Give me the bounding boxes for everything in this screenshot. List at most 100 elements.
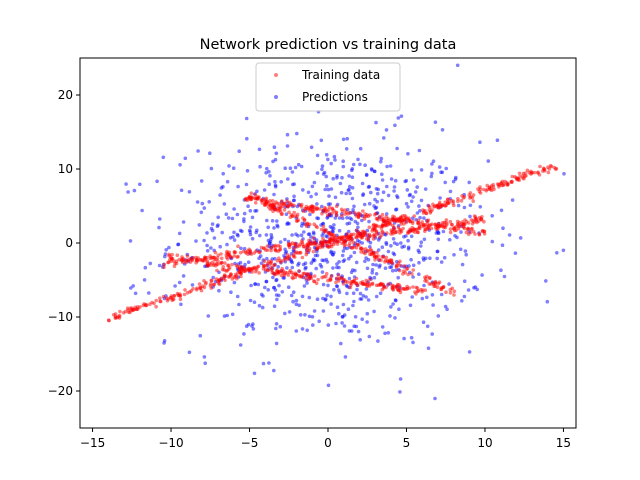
prediction-point [320,258,325,263]
training-point [269,248,273,253]
prediction-point [365,311,370,316]
training-point [448,230,453,235]
training-point [364,237,369,241]
prediction-point [312,258,317,263]
training-point [293,243,297,248]
training-point [468,191,473,195]
prediction-point [244,182,249,187]
training-point [334,204,339,208]
prediction-point [202,238,206,243]
prediction-point [265,218,269,223]
prediction-point [466,288,471,292]
training-point [278,247,283,251]
prediction-point [224,212,229,216]
training-point [225,257,230,261]
training-point [452,226,457,230]
prediction-point [561,248,566,253]
prediction-point [322,170,327,175]
training-point [356,211,361,216]
prediction-point [430,332,435,336]
prediction-point [436,237,441,242]
prediction-point [327,194,331,198]
prediction-point [370,270,375,275]
training-point [169,295,173,300]
training-point [420,290,424,294]
training-point [437,280,442,285]
prediction-point [351,303,355,308]
prediction-point [326,202,331,206]
prediction-point [395,195,400,200]
prediction-point [279,180,284,184]
prediction-point [261,361,266,366]
training-point [323,207,328,211]
prediction-point [501,226,505,230]
prediction-point [232,280,237,285]
prediction-point [406,245,411,250]
training-point [436,205,441,210]
prediction-point [419,240,424,244]
prediction-point [386,331,391,335]
prediction-point [294,302,299,307]
training-point [266,268,270,273]
training-point [542,167,546,171]
prediction-point [362,202,367,207]
prediction-point [283,237,287,242]
training-point [350,246,355,250]
prediction-point [329,302,333,306]
prediction-point [507,233,512,237]
training-point [391,217,396,222]
training-point [302,218,307,223]
prediction-point [265,256,269,261]
prediction-point [380,172,384,177]
prediction-point [225,242,229,247]
prediction-point [329,294,333,299]
training-point [368,213,372,217]
prediction-point [352,324,357,329]
training-point [199,288,204,293]
training-point [312,241,317,245]
prediction-point [324,174,329,179]
prediction-point [315,253,320,258]
training-point [426,224,431,229]
training-point [195,286,199,291]
prediction-point [242,332,246,336]
prediction-point [205,231,209,235]
training-point [265,248,270,252]
prediction-point [499,268,503,273]
prediction-point [405,188,410,192]
training-point [238,250,243,255]
training-point [398,263,402,268]
prediction-point [555,251,559,255]
prediction-point [415,185,420,189]
prediction-point [417,260,421,265]
training-point [450,223,454,227]
training-point [326,244,330,249]
training-point [329,274,334,278]
training-point [405,286,410,291]
training-point [389,228,394,232]
prediction-point [393,316,397,320]
training-point [286,255,291,260]
prediction-point [307,295,312,300]
training-point [312,279,316,283]
prediction-point [274,326,278,331]
prediction-point [347,329,352,333]
prediction-point [422,258,426,262]
prediction-point [252,371,257,376]
prediction-point [464,252,469,257]
training-point [444,203,449,208]
prediction-point [242,211,247,216]
prediction-point [418,209,422,213]
training-point [283,256,287,261]
training-point [417,225,422,229]
training-point [288,200,292,205]
prediction-point [370,168,374,172]
training-point [380,212,385,217]
prediction-point [247,228,252,233]
prediction-point [177,280,182,285]
prediction-point [294,329,299,333]
prediction-point [399,114,404,118]
prediction-point [361,294,366,298]
prediction-point [411,275,415,279]
training-point [374,229,379,233]
